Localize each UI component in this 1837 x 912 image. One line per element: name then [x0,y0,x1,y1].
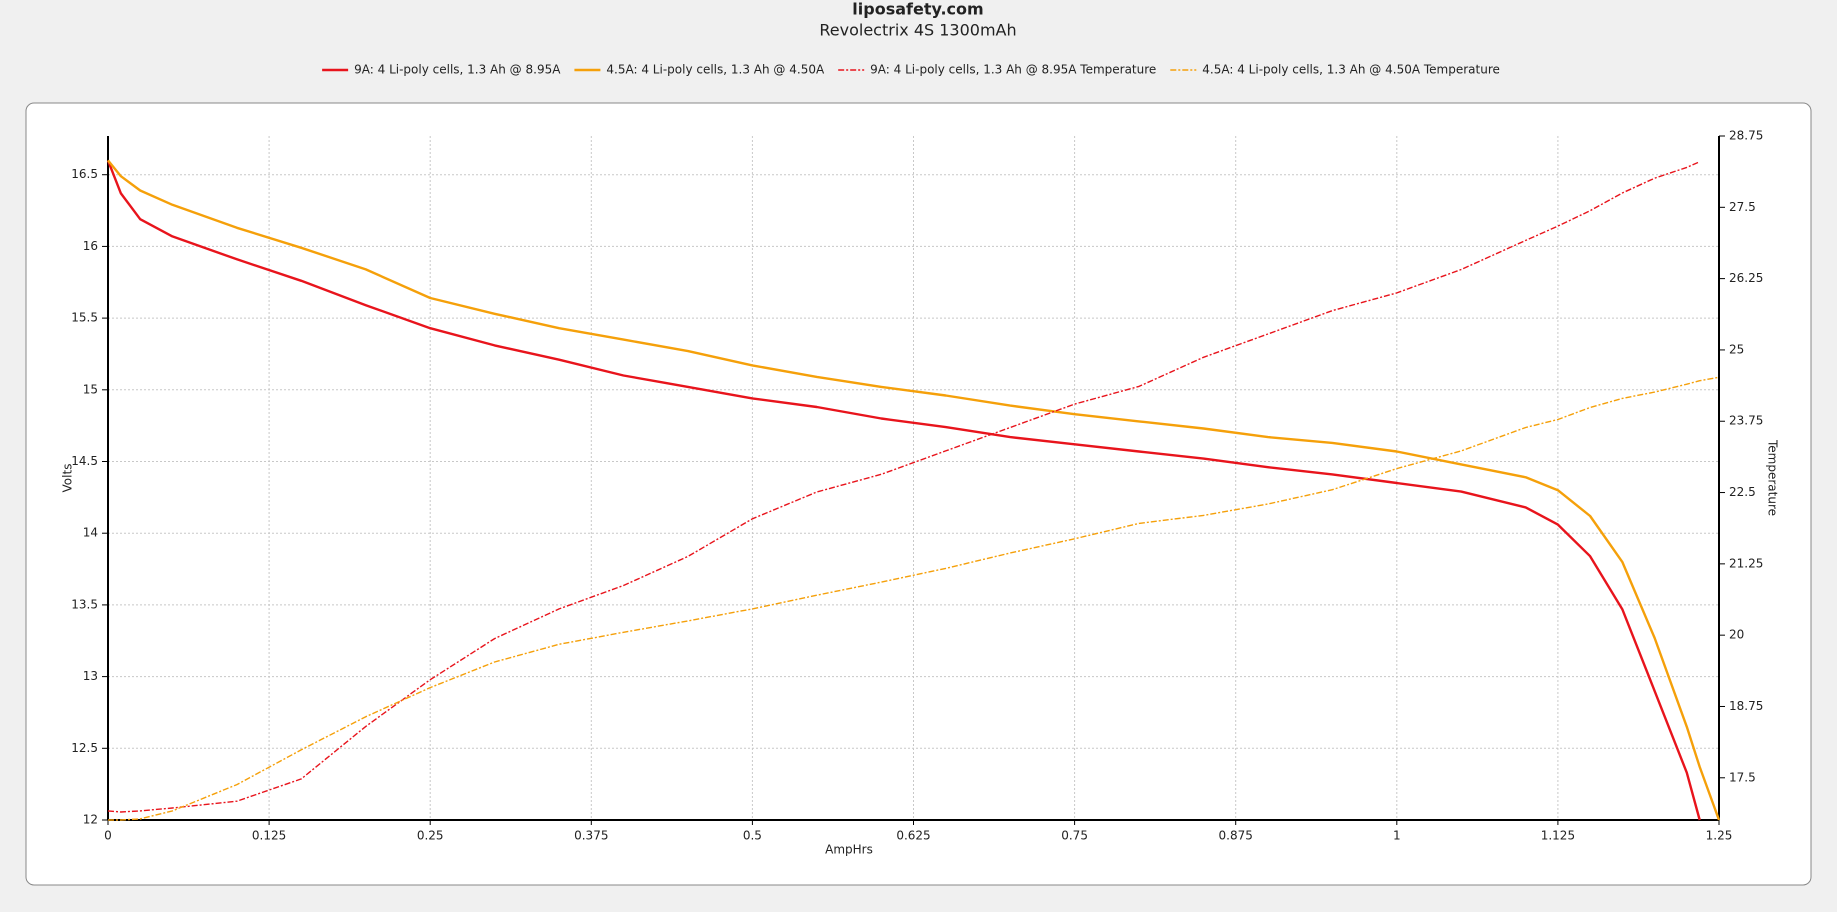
y-tick-label: 12 [83,813,98,827]
y-tick-label: 14.5 [71,454,98,468]
legend-label: 4.5A: 4 Li-poly cells, 1.3 Ah @ 4.50A [606,63,825,77]
y-tick-label: 15 [83,382,98,396]
series-line [107,161,1700,813]
x-tick-label: 0 [104,829,112,843]
series-line [107,159,1721,821]
y2-tick-label: 27.5 [1729,200,1756,214]
y2-tick-label: 26.25 [1729,271,1763,285]
legend-label: 4.5A: 4 Li-poly cells, 1.3 Ah @ 4.50A Te… [1202,63,1500,77]
x-tick-label: 0.625 [896,829,930,843]
y-tick-label: 14 [83,526,98,540]
y-tick-label: 15.5 [71,311,98,325]
y-tick-label: 16 [83,239,98,253]
x-tick-label: 0.875 [1219,829,1253,843]
chart-title: liposafety.com [852,0,983,19]
x-tick-label: 0.5 [743,829,762,843]
x-tick-label: 0.375 [574,829,608,843]
y2-tick-label: 20 [1729,628,1744,642]
x-tick-label: 1 [1393,829,1401,843]
x-tick-label: 0.25 [417,829,444,843]
legend-label: 9A: 4 Li-poly cells, 1.3 Ah @ 8.95A [354,63,561,77]
y2-tick-label: 21.25 [1729,556,1763,570]
y2-tick-label: 23.75 [1729,414,1763,428]
series-line [106,159,1701,821]
x-tick-label: 0.125 [252,829,286,843]
x-tick-label: 0.75 [1061,829,1088,843]
y2-tick-label: 22.5 [1729,485,1756,499]
x-tick-label: 1.125 [1541,829,1575,843]
y2-tick-label: 25 [1729,342,1744,356]
y2-axis-label: Temperature [1766,439,1780,516]
y2-tick-label: 17.5 [1729,770,1756,784]
chart-subtitle: Revolectrix 4S 1300mAh [819,21,1016,40]
y2-tick-label: 28.75 [1729,129,1763,143]
y2-tick-label: 18.75 [1729,699,1763,713]
series-line [108,376,1720,821]
y-tick-label: 12.5 [71,741,98,755]
y-tick-label: 13.5 [71,597,98,611]
y-tick-label: 13 [83,669,98,683]
x-tick-label: 1.25 [1706,829,1733,843]
y-axis-label: Volts [61,464,75,493]
legend-label: 9A: 4 Li-poly cells, 1.3 Ah @ 8.95A Temp… [870,63,1156,77]
chart-frame [25,102,1812,886]
x-axis-label: AmpHrs [825,843,873,857]
y-tick-label: 16.5 [71,167,98,181]
